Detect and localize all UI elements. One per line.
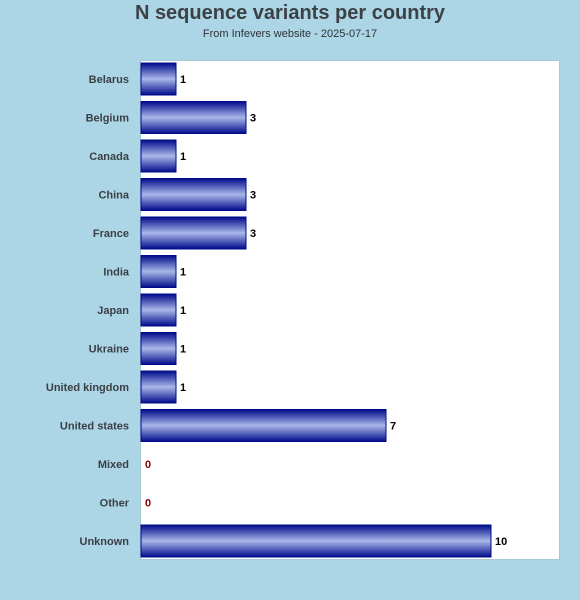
category-label: Other	[100, 498, 130, 510]
bars-group: Belarus 1 Belgium 3 Canada 1 China 3 France 3 Indi…	[46, 62, 507, 558]
category-label: Japan	[97, 305, 129, 317]
category-label: United kingdom	[46, 382, 129, 394]
category-label: India	[103, 267, 130, 279]
value-label: 1	[180, 382, 186, 394]
bar	[140, 524, 492, 558]
category-label: China	[98, 190, 129, 202]
bar	[140, 409, 387, 442]
value-label: 3	[250, 190, 256, 202]
chart-subtitle: From Infevers website - 2025-07-17	[202, 28, 378, 40]
bar	[140, 216, 247, 250]
value-label: 1	[180, 344, 186, 356]
value-label: 1	[180, 305, 186, 317]
category-label: Ukraine	[89, 344, 129, 356]
value-label: 1	[180, 151, 186, 163]
chart-title: N sequence variants per country	[134, 2, 446, 24]
category-label: United states	[60, 421, 129, 433]
bar	[140, 332, 177, 365]
plot-area	[140, 60, 560, 560]
bar	[140, 370, 177, 404]
category-label: Canada	[89, 151, 130, 163]
value-label: 0	[145, 498, 151, 510]
bar	[140, 101, 247, 134]
category-label: Belgium	[86, 113, 130, 125]
category-label: Belarus	[89, 74, 129, 86]
value-label: 10	[495, 536, 507, 548]
bar	[140, 62, 177, 96]
category-label: France	[93, 228, 129, 240]
bar	[140, 293, 177, 327]
value-label: 1	[180, 74, 186, 86]
bar	[140, 255, 177, 288]
value-label: 3	[250, 228, 256, 240]
value-label: 7	[390, 421, 396, 433]
value-label: 3	[250, 113, 256, 125]
bar	[140, 139, 177, 173]
category-label: Unknown	[80, 536, 130, 548]
value-label: 1	[180, 267, 186, 279]
bar	[140, 178, 247, 211]
category-label: Mixed	[98, 459, 129, 471]
value-label: 0	[145, 459, 151, 471]
